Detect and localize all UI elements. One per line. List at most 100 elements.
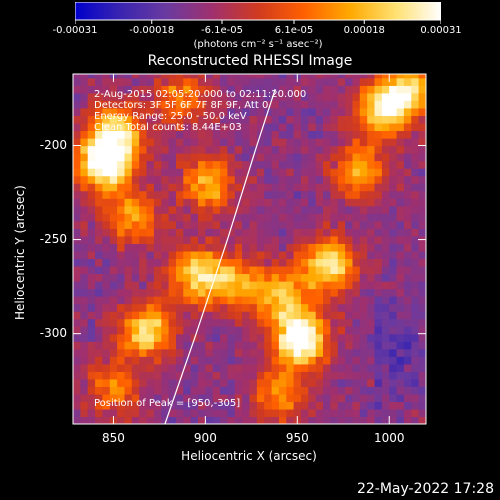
heatmap-cell xyxy=(234,386,243,395)
heatmap-cell xyxy=(337,326,346,335)
heatmap-cell xyxy=(73,183,81,192)
heatmap-cell xyxy=(403,281,412,290)
heatmap-cell xyxy=(271,363,280,372)
heatmap-cell xyxy=(411,393,420,403)
heatmap-cell xyxy=(315,265,324,275)
heatmap-cell xyxy=(198,401,206,410)
heatmap-cell xyxy=(234,273,243,282)
heatmap-cell xyxy=(396,115,405,124)
heatmap-cell xyxy=(73,138,81,147)
heatmap-cell xyxy=(198,333,206,342)
heatmap-cell xyxy=(117,77,126,86)
heatmap-cell xyxy=(249,130,258,139)
heatmap-cell xyxy=(176,168,184,177)
heatmap-cell xyxy=(153,74,162,79)
heatmap-cell xyxy=(227,386,236,395)
heatmap-cell xyxy=(293,213,302,222)
heatmap-cell xyxy=(234,250,243,260)
heatmap-cell xyxy=(352,326,361,335)
heatmap-cell xyxy=(308,198,317,207)
heatmap-cell xyxy=(278,168,287,177)
heatmap-cell xyxy=(249,356,258,365)
heatmap-cell xyxy=(117,243,126,252)
heatmap-cell xyxy=(403,416,412,424)
heatmap-cell xyxy=(389,138,398,147)
heatmap-cell xyxy=(242,183,251,192)
heatmap-cell xyxy=(109,273,118,282)
heatmap-cell xyxy=(396,183,405,192)
heatmap-cell xyxy=(330,85,339,94)
heatmap-cell xyxy=(301,190,309,199)
heatmap-cell xyxy=(396,363,405,372)
heatmap-cell xyxy=(109,130,118,139)
heatmap-cell xyxy=(374,356,383,365)
heatmap-cell xyxy=(359,153,368,162)
heatmap-cell xyxy=(95,401,104,410)
heatmap-cell xyxy=(345,168,354,177)
heatmap-cell xyxy=(124,356,133,365)
heatmap-cell xyxy=(146,92,155,101)
heatmap-cell xyxy=(381,198,390,207)
heatmap-cell xyxy=(337,160,346,169)
heatmap-cell xyxy=(249,401,258,410)
heatmap-cell xyxy=(374,205,383,214)
heatmap-cell xyxy=(198,235,206,244)
heatmap-cell xyxy=(286,356,295,365)
heatmap-cell xyxy=(308,318,317,327)
heatmap-cell xyxy=(242,401,251,410)
heatmap-cell xyxy=(242,371,251,380)
heatmap-cell xyxy=(220,288,229,297)
heatmap-cell xyxy=(323,258,331,267)
heatmap-cell xyxy=(396,401,405,410)
heatmap-cell xyxy=(95,228,104,237)
heatmap-cell xyxy=(381,160,390,169)
heatmap-cell xyxy=(389,416,398,424)
heatmap-cell xyxy=(198,168,206,177)
heatmap-cell xyxy=(190,190,199,199)
heatmap-cell xyxy=(161,228,170,237)
heatmap-cell xyxy=(278,288,287,297)
heatmap-cell xyxy=(234,175,243,184)
heatmap-cell xyxy=(227,168,236,177)
heatmap-cell xyxy=(411,138,420,147)
heatmap-cell xyxy=(146,250,155,260)
heatmap-cell xyxy=(256,183,265,192)
heatmap-cell xyxy=(403,145,412,154)
heatmap-cell xyxy=(95,416,104,424)
heatmap-cell xyxy=(396,220,405,229)
heatmap-cell xyxy=(264,348,273,357)
heatmap-cell xyxy=(352,235,361,244)
heatmap-cell xyxy=(212,213,221,222)
heatmap-cell xyxy=(161,265,170,275)
heatmap-cell xyxy=(234,281,243,290)
heatmap-cell xyxy=(278,416,287,424)
heatmap-cell xyxy=(131,220,140,229)
heatmap-cell xyxy=(242,265,251,275)
heatmap-cell xyxy=(161,281,170,290)
heatmap-cell xyxy=(73,408,81,418)
heatmap-cell xyxy=(73,213,81,222)
heatmap-cell xyxy=(139,213,148,222)
heatmap-cell xyxy=(198,296,206,305)
heatmap-cell xyxy=(95,183,104,192)
heatmap-cell xyxy=(330,77,339,86)
heatmap-cell xyxy=(124,115,133,124)
heatmap-cell xyxy=(352,228,361,237)
heatmap-cell xyxy=(249,311,258,320)
heatmap-cell xyxy=(330,363,339,372)
heatmap-cell xyxy=(95,100,104,109)
heatmap-cell xyxy=(190,122,199,132)
heatmap-cell xyxy=(190,175,199,184)
heatmap-cell xyxy=(345,243,354,252)
heatmap-cell xyxy=(87,243,96,252)
heatmap-cell xyxy=(359,183,368,192)
heatmap-cell xyxy=(227,198,236,207)
heatmap-cell xyxy=(418,160,426,169)
heatmap-cell xyxy=(87,100,96,109)
heatmap-cell xyxy=(308,348,317,357)
heatmap-cell xyxy=(278,393,287,403)
heatmap-cell xyxy=(315,130,324,139)
heatmap-cell xyxy=(293,265,302,275)
heatmap-cell xyxy=(330,348,339,357)
heatmap-cell xyxy=(367,77,376,86)
